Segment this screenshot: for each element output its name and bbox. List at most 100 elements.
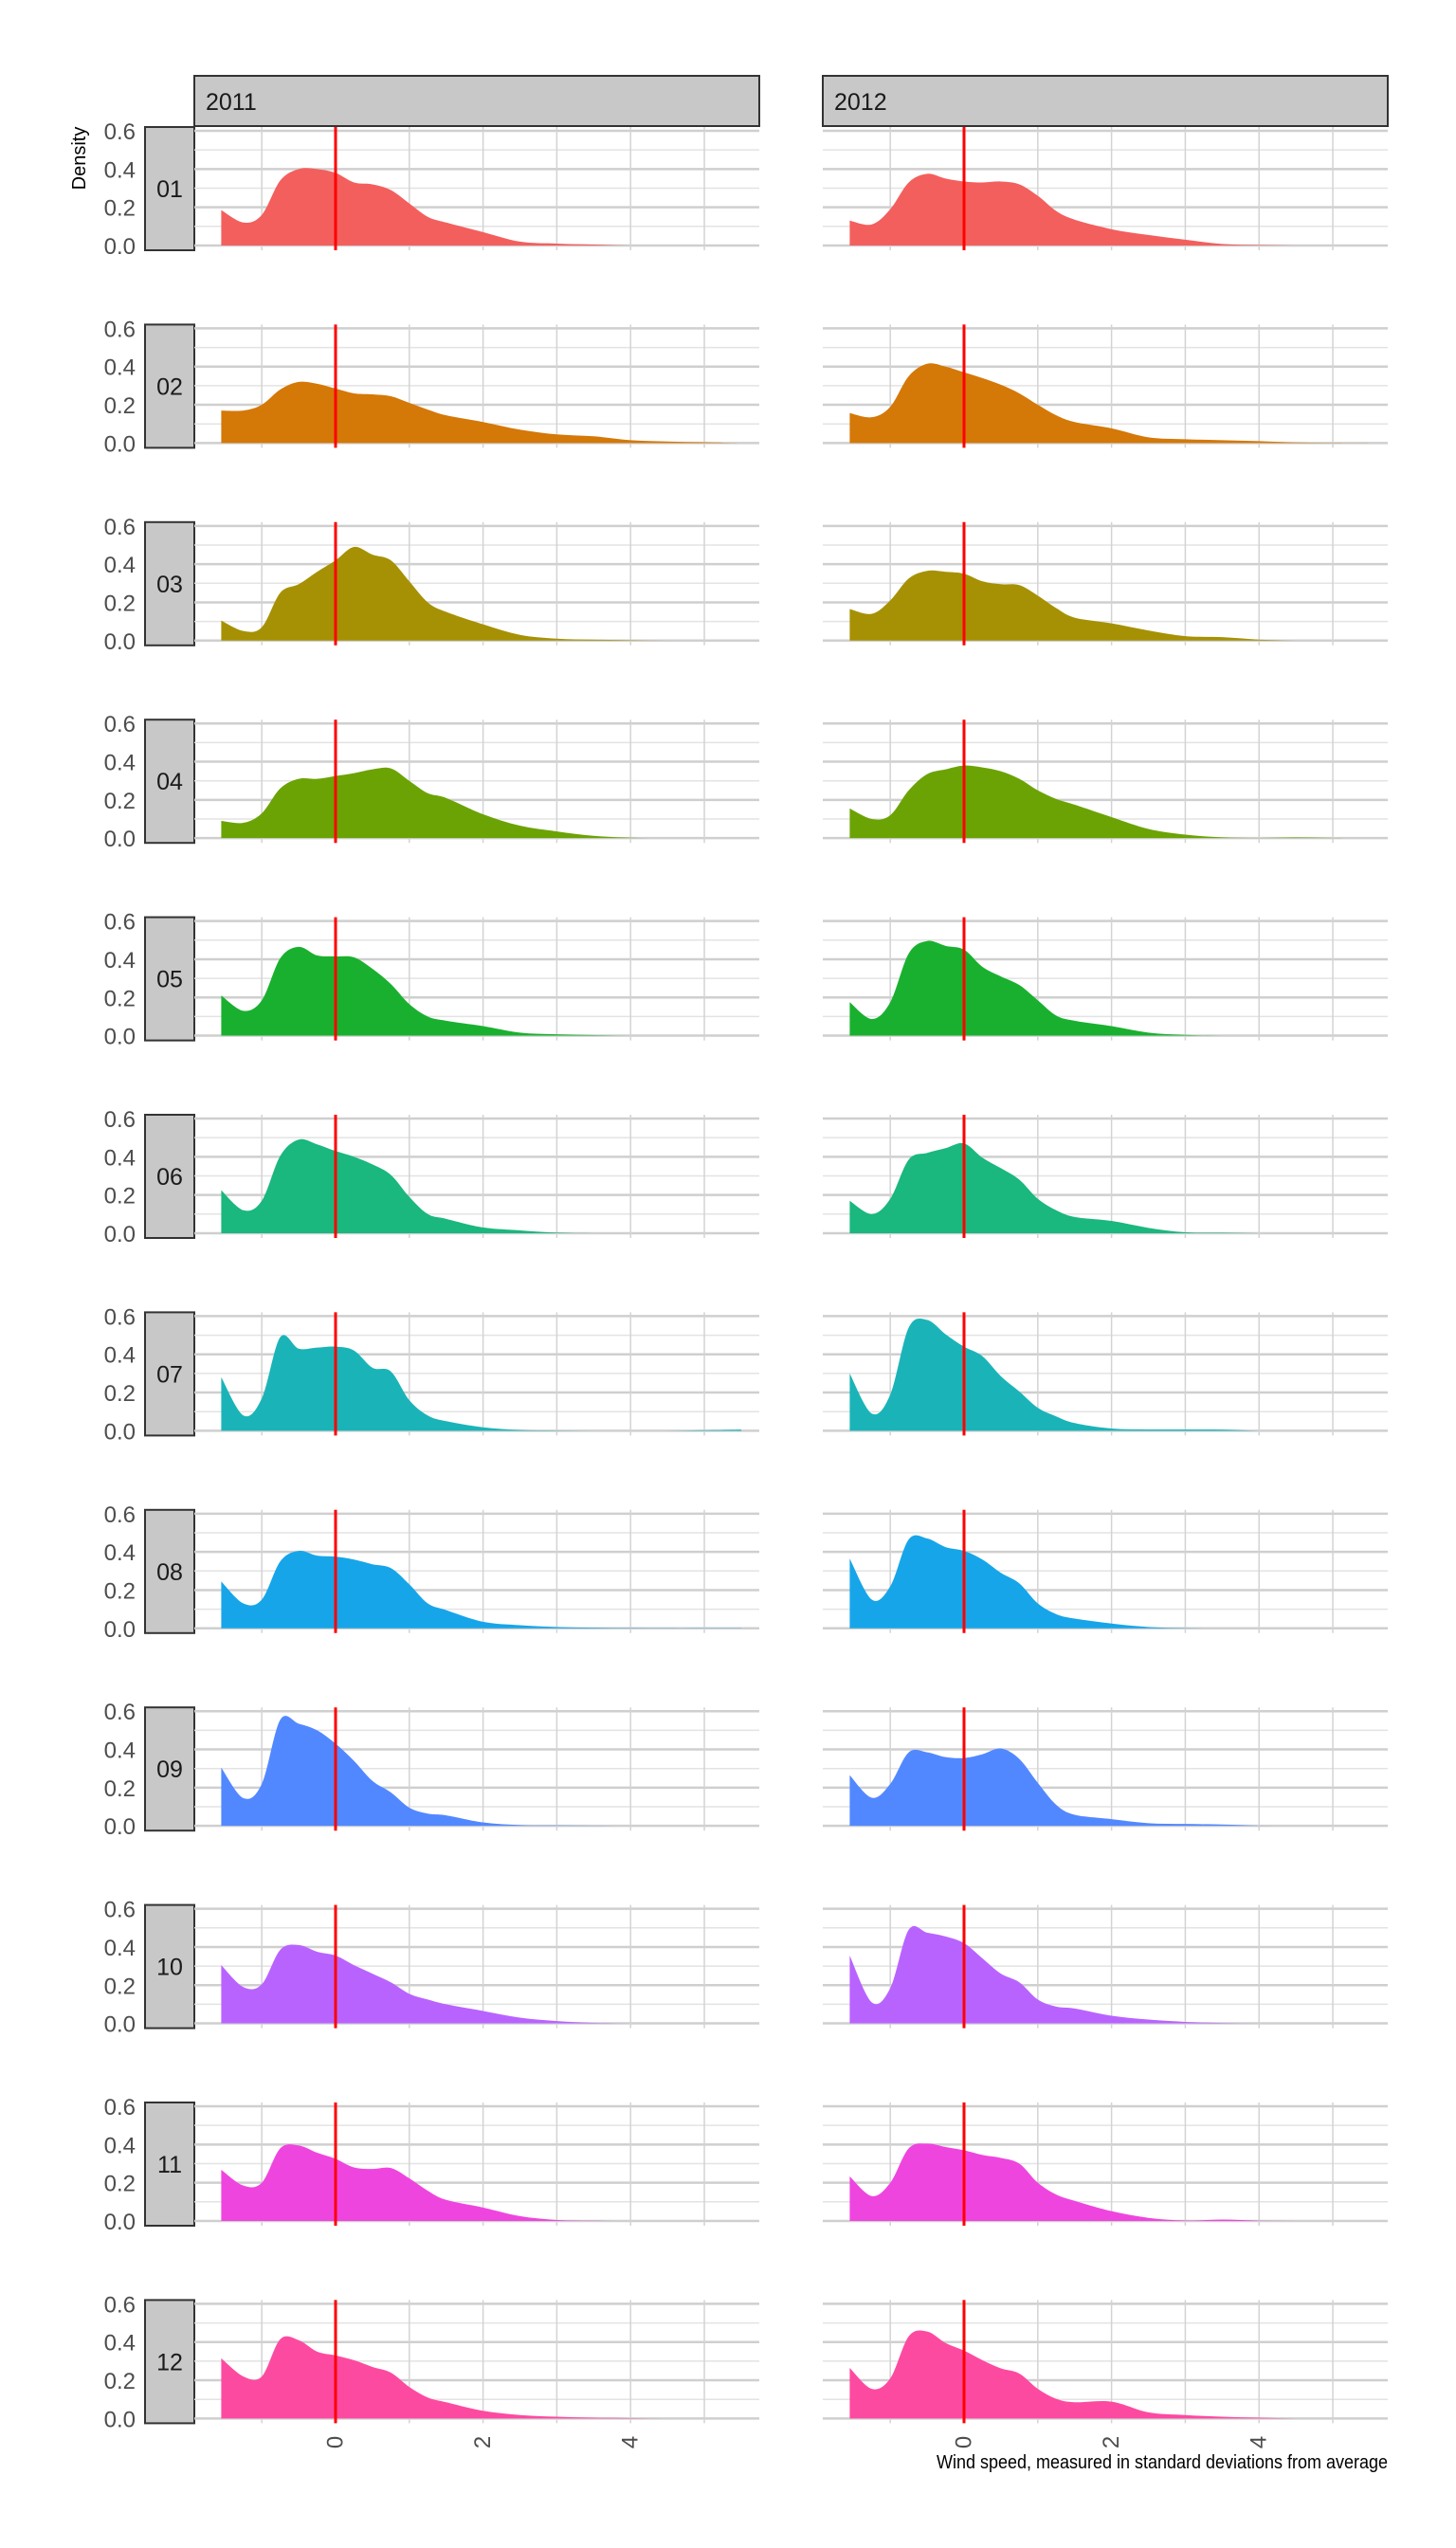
y-tick-label: 0.6 <box>104 1107 136 1133</box>
y-axis-title: Density <box>69 127 90 191</box>
y-tick-label: 0.6 <box>104 712 136 737</box>
y-tick-label: 0.2 <box>104 196 136 222</box>
y-tick-label: 0.4 <box>104 355 136 381</box>
y-tick-label: 0.4 <box>104 751 136 776</box>
density-area-2012-07 <box>849 1319 1370 1431</box>
x-tick-label: 0 <box>323 2436 349 2448</box>
y-tick-label: 0.0 <box>104 431 136 457</box>
row-strip-background <box>144 2299 195 2425</box>
y-tick-label: 0.2 <box>104 591 136 616</box>
density-area-2011-04 <box>221 767 741 839</box>
row-strip-label: 03 <box>156 572 183 598</box>
panel-2011-01 <box>194 127 759 250</box>
row-strip-background <box>144 719 195 845</box>
row-strip-label: 01 <box>156 176 183 203</box>
row-strip-label: 12 <box>156 2349 183 2375</box>
panel-2012-08 <box>823 1509 1388 1633</box>
panel-2011-04 <box>194 719 759 844</box>
row-strip-background <box>144 520 195 646</box>
row-strip-10: 10 <box>144 1903 195 2029</box>
y-tick-label: 0.0 <box>104 2210 136 2235</box>
row-strip-05: 05 <box>144 916 195 1042</box>
y-tick-label: 0.2 <box>104 986 136 1011</box>
panel-2012-02 <box>823 324 1388 448</box>
x-tick-label: 2 <box>470 2436 496 2448</box>
y-tick-label: 0.6 <box>104 1502 136 1528</box>
panel-2011-06 <box>194 1115 759 1238</box>
density-area-2012-09 <box>849 1748 1370 1827</box>
y-tick-label: 0.2 <box>104 1381 136 1407</box>
density-area-2011-07 <box>221 1335 741 1431</box>
y-tick-label: 0.0 <box>104 2407 136 2432</box>
row-strip-background <box>144 916 195 1042</box>
row-strip-label: 02 <box>156 373 183 400</box>
panel-2011-12 <box>194 2300 759 2424</box>
density-area-2012-12 <box>849 2330 1370 2419</box>
panel-2012-11 <box>823 2102 1388 2226</box>
y-tick-label: 0.4 <box>104 948 136 974</box>
x-tick-label: 4 <box>618 2436 644 2448</box>
density-area-2011-06 <box>221 1138 741 1233</box>
y-tick-label: 0.0 <box>104 2012 136 2038</box>
y-tick-label: 0.4 <box>104 1145 136 1171</box>
row-strip-01: 01 <box>144 126 195 251</box>
density-area-2011-01 <box>221 168 741 246</box>
panel-2011-03 <box>194 521 759 646</box>
panel-2012-05 <box>823 917 1388 1041</box>
y-tick-label: 0.0 <box>104 234 136 260</box>
y-tick-label: 0.0 <box>104 1025 136 1050</box>
density-area-2011-03 <box>221 546 741 641</box>
density-area-2011-02 <box>221 381 741 444</box>
y-tick-label: 0.6 <box>104 515 136 540</box>
row-strip-02: 02 <box>144 323 195 449</box>
row-strip-background <box>144 1706 195 1832</box>
row-strip-07: 07 <box>144 1311 195 1437</box>
density-area-2012-06 <box>849 1142 1370 1233</box>
panel-2012-07 <box>823 1312 1388 1436</box>
density-area-2012-11 <box>849 2143 1370 2221</box>
density-area-2011-11 <box>221 2144 741 2221</box>
y-tick-label: 0.0 <box>104 1222 136 1247</box>
density-area-2012-04 <box>849 765 1370 839</box>
panel-2011-11 <box>194 2102 759 2226</box>
y-tick-label: 0.0 <box>104 1419 136 1445</box>
x-tick-label: 2 <box>1099 2436 1124 2448</box>
row-strip-11: 11 <box>144 2102 195 2227</box>
density-area-2011-10 <box>221 1944 741 2024</box>
row-strip-09: 09 <box>144 1706 195 1832</box>
density-area-2012-03 <box>849 570 1370 641</box>
y-tick-label: 0.6 <box>104 1700 136 1725</box>
panel-2011-05 <box>194 917 759 1041</box>
x-tick-label: 0 <box>952 2436 977 2448</box>
y-tick-label: 0.2 <box>104 2172 136 2197</box>
row-strip-label: 08 <box>156 1559 183 1586</box>
y-tick-label: 0.2 <box>104 1776 136 1802</box>
y-tick-label: 0.0 <box>104 1814 136 1840</box>
y-tick-label: 0.2 <box>104 1184 136 1210</box>
row-strip-background <box>144 1903 195 2029</box>
panel-2012-01 <box>823 127 1388 250</box>
y-tick-label: 0.6 <box>104 119 136 145</box>
y-tick-label: 0.0 <box>104 827 136 852</box>
x-axis-title: Wind speed, measured in standard deviati… <box>937 2452 1388 2473</box>
row-strip-background <box>144 126 195 251</box>
y-tick-label: 0.2 <box>104 1578 136 1604</box>
density-area-2011-08 <box>221 1551 741 1629</box>
y-tick-label: 0.6 <box>104 910 136 936</box>
row-strip-04: 04 <box>144 719 195 845</box>
row-strip-label: 07 <box>156 1361 183 1388</box>
row-strip-background <box>144 1508 195 1634</box>
row-strip-08: 08 <box>144 1508 195 1634</box>
y-tick-label: 0.4 <box>104 553 136 578</box>
density-area-2012-01 <box>849 173 1370 246</box>
y-tick-label: 0.6 <box>104 2292 136 2318</box>
row-strip-label: 04 <box>156 769 183 795</box>
row-strip-03: 03 <box>144 520 195 646</box>
row-strip-label: 06 <box>156 1164 183 1191</box>
y-tick-label: 0.4 <box>104 1936 136 1961</box>
y-tick-label: 0.2 <box>104 393 136 419</box>
column-strip-label: 2011 <box>206 89 257 116</box>
density-area-2011-09 <box>221 1716 741 1827</box>
y-tick-label: 0.4 <box>104 1540 136 1566</box>
row-strip-label: 09 <box>156 1756 183 1783</box>
